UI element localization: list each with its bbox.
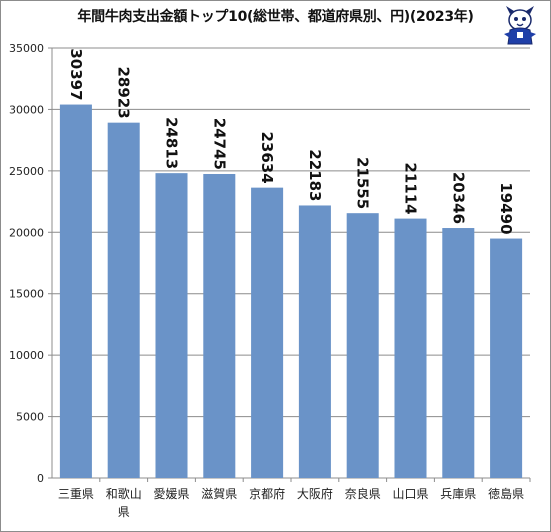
x-tick-label: 滋賀県 — [201, 487, 237, 501]
y-tick-label: 25000 — [9, 165, 44, 178]
x-tick-label: 徳島県 — [488, 486, 524, 501]
y-tick-label: 15000 — [9, 288, 44, 301]
x-tick-label: 三重県 — [58, 487, 94, 501]
data-label: 24813 — [163, 117, 181, 169]
y-tick-label: 30000 — [9, 103, 44, 116]
bar — [298, 205, 331, 478]
y-tick-label: 20000 — [9, 226, 44, 239]
x-tick-label: 奈良県 — [345, 486, 381, 501]
x-tick-label: 県 — [118, 505, 130, 519]
bar — [346, 213, 379, 478]
bar — [155, 173, 188, 478]
bar — [107, 122, 140, 479]
data-label: 23634 — [258, 131, 276, 183]
data-label: 19490 — [497, 182, 515, 234]
bar — [251, 187, 284, 478]
chart-title: 年間牛肉支出金額トップ10(総世帯、都道府県別、円)(2023年) — [77, 9, 474, 25]
x-tick-label: 和歌山 — [106, 486, 142, 501]
bar — [442, 228, 475, 478]
bar — [394, 218, 427, 478]
bar — [490, 238, 523, 478]
y-tick-label: 35000 — [9, 42, 44, 55]
y-tick-label: 0 — [37, 472, 44, 485]
data-label: 28923 — [115, 66, 133, 118]
data-label: 24745 — [210, 118, 228, 170]
data-label: 21555 — [354, 157, 372, 209]
data-label: 20346 — [449, 172, 467, 224]
bar — [59, 104, 92, 478]
bar — [203, 173, 236, 479]
y-tick-label: 10000 — [9, 349, 44, 362]
x-tick-label: 山口県 — [392, 487, 428, 501]
x-tick-label: 京都府 — [249, 486, 285, 501]
data-label: 22183 — [306, 149, 324, 201]
data-label: 30397 — [67, 48, 85, 100]
x-tick-label: 兵庫県 — [440, 487, 476, 501]
x-tick-label: 愛媛県 — [153, 487, 189, 501]
x-tick-label: 大阪府 — [297, 486, 333, 501]
y-tick-label: 5000 — [16, 411, 44, 424]
mascot-logo-icon — [504, 6, 536, 45]
data-label: 21114 — [402, 162, 420, 214]
